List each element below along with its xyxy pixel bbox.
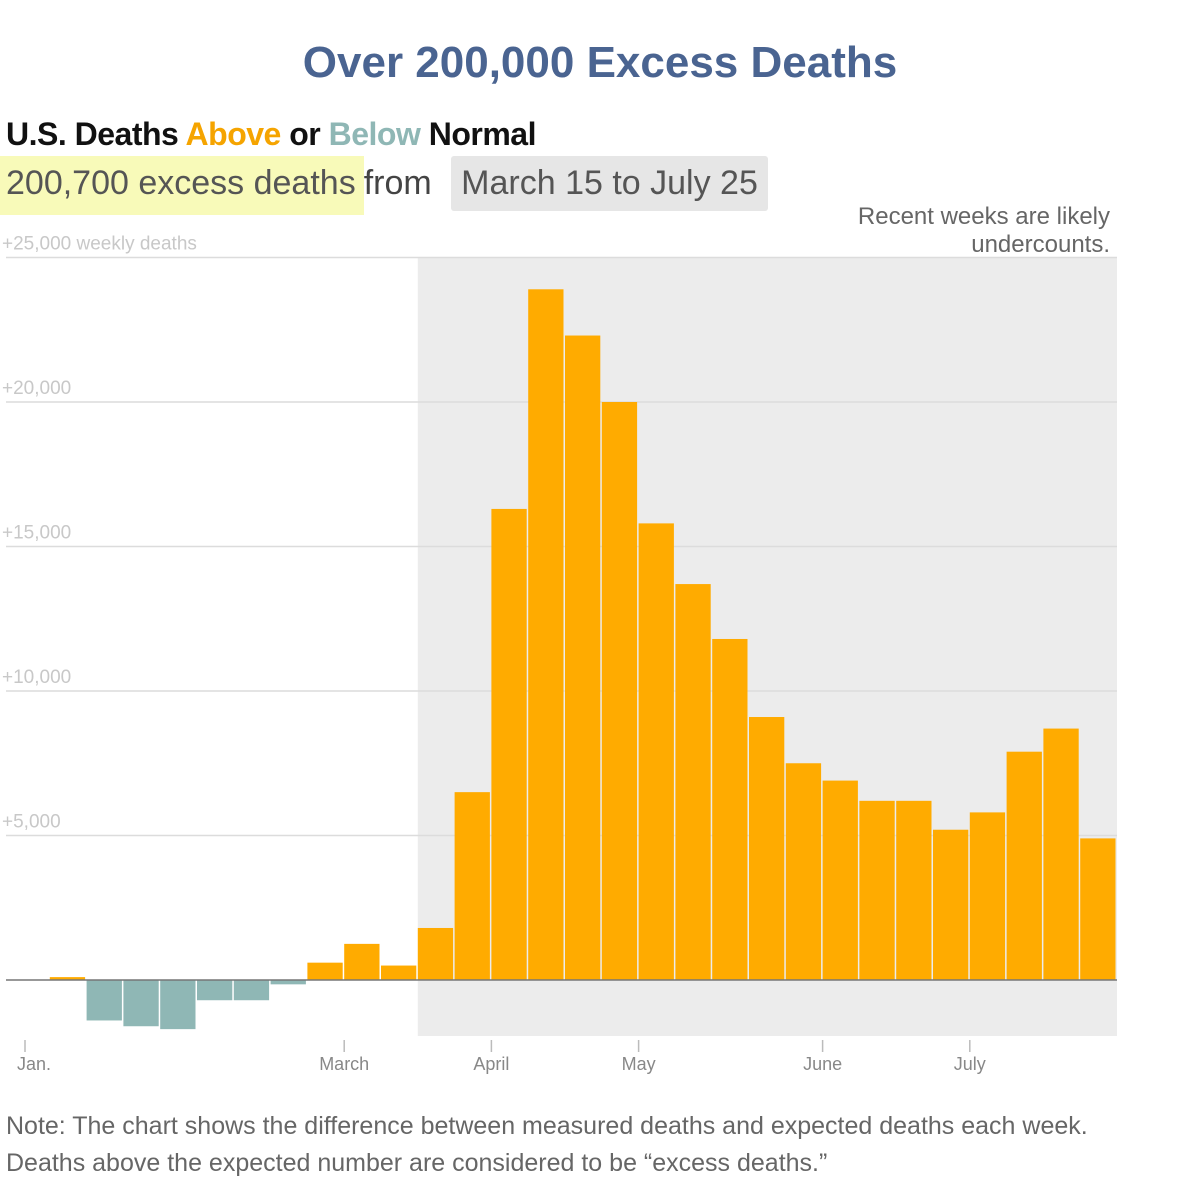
excess-deaths-highlight: 200,700 excess deaths: [0, 156, 364, 215]
bar: [638, 523, 674, 980]
summary-from: from: [363, 164, 432, 202]
bar: [896, 800, 932, 980]
y-tick-label: +15,000: [2, 523, 71, 544]
x-tick-label: April: [473, 1054, 509, 1074]
x-tick-label: Jan.: [17, 1054, 51, 1074]
bar: [933, 829, 969, 980]
subtitle-below: Below: [328, 116, 421, 152]
excess-deaths-chart: +25,000 weekly deaths +20,000 +15,000 +10,0…: [2, 234, 1117, 1074]
subtitle-part1: U.S. Deaths: [6, 116, 186, 152]
x-tick-label: May: [622, 1054, 656, 1074]
bar: [160, 980, 196, 1030]
y-tick-label: +5,000: [2, 812, 61, 833]
undercount-note: Recent weeks are likely undercounts.: [857, 203, 1110, 258]
bar: [712, 638, 748, 980]
bar: [270, 980, 306, 985]
excess-summary: 200,700 excess deaths from March 15 to Ju…: [0, 156, 768, 216]
bar: [785, 763, 822, 980]
bar: [381, 965, 417, 980]
bar: [233, 980, 270, 1001]
bar: [859, 800, 895, 980]
bar: [969, 812, 1006, 980]
bar: [417, 927, 454, 980]
date-range-badge: March 15 to July 25: [451, 156, 768, 211]
bar: [86, 980, 122, 1021]
chart-subtitle: U.S. Deaths Above or Below Normal: [6, 116, 536, 153]
chart-footnote: Note: The chart shows the difference bet…: [6, 1112, 1088, 1177]
y-tick-label: +10,000: [2, 667, 71, 688]
bar: [307, 962, 343, 980]
x-tick-label: June: [803, 1054, 842, 1074]
subtitle-part2: or: [280, 116, 329, 152]
x-tick-label: March: [319, 1054, 369, 1074]
bar: [822, 780, 858, 980]
bar: [1006, 751, 1042, 980]
bar: [491, 508, 527, 980]
bar: [675, 584, 711, 980]
subtitle-part3: Normal: [420, 116, 537, 152]
bar: [49, 977, 86, 980]
subtitle-above: Above: [185, 116, 282, 152]
bar: [454, 792, 490, 980]
bar: [197, 980, 233, 1001]
bar: [528, 289, 564, 980]
bar: [749, 717, 785, 980]
bar: [565, 335, 601, 980]
y-tick-label: +25,000 weekly deaths: [2, 234, 197, 255]
bar: [601, 402, 638, 980]
bar: [123, 980, 159, 1027]
chart-title: Over 200,000 Excess Deaths: [302, 38, 898, 87]
bar: [1080, 838, 1116, 980]
bar: [344, 943, 380, 980]
bar: [1043, 728, 1079, 980]
y-tick-label: +20,000: [2, 378, 71, 399]
x-tick-label: July: [954, 1054, 986, 1074]
